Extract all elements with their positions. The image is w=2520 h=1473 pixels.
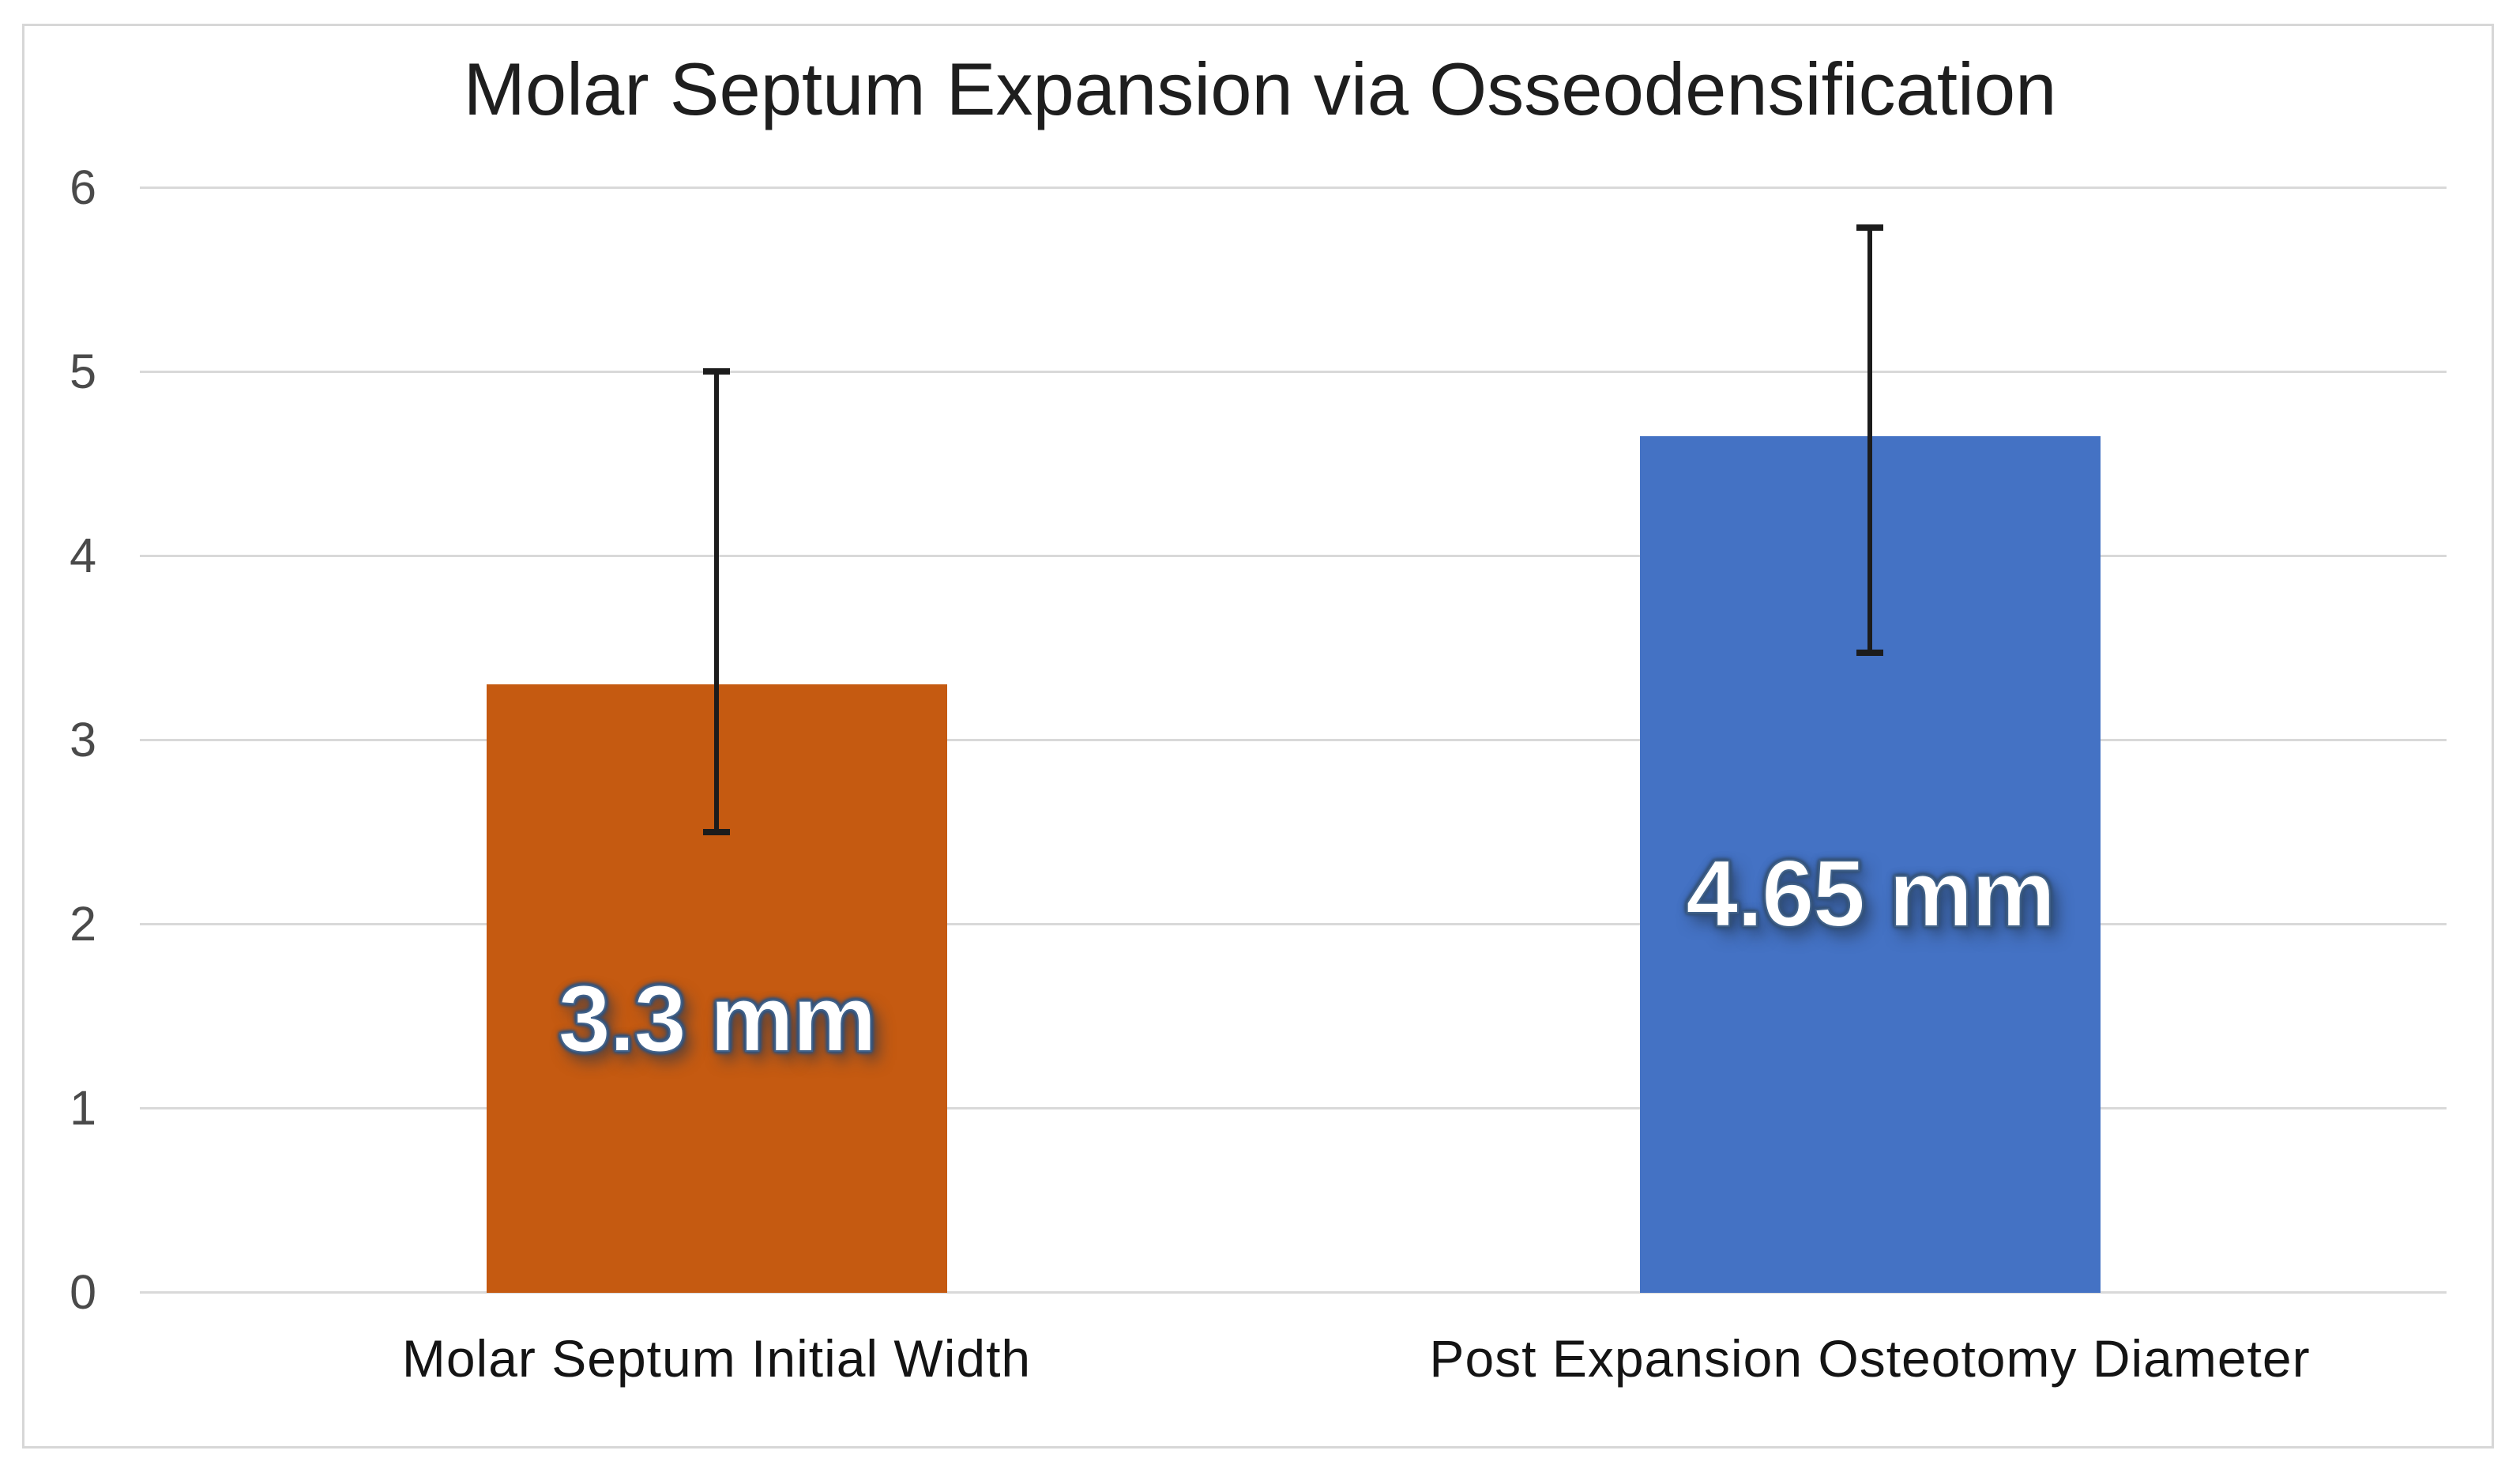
error-bar-bottom-cap bbox=[703, 828, 730, 835]
y-axis-tick-label: 0 bbox=[70, 1265, 96, 1319]
error-bar-top-cap bbox=[1856, 224, 1883, 232]
y-axis-tick-label: 4 bbox=[70, 529, 96, 582]
category-axis-label: Molar Septum Initial Width bbox=[401, 1329, 1032, 1388]
y-gridline bbox=[140, 738, 2447, 741]
error-bar-top-cap bbox=[703, 368, 730, 375]
y-gridline bbox=[140, 370, 2447, 373]
error-bar-line bbox=[714, 371, 719, 832]
y-gridline bbox=[140, 554, 2447, 557]
y-axis-tick-label: 6 bbox=[70, 160, 96, 214]
chart-plot-border bbox=[22, 24, 2494, 1449]
y-gridline bbox=[140, 922, 2447, 925]
y-gridline bbox=[140, 1106, 2447, 1109]
y-axis-tick-label: 2 bbox=[70, 897, 96, 951]
y-axis-tick-label: 1 bbox=[70, 1081, 96, 1135]
y-gridline bbox=[140, 186, 2447, 189]
bar-data-label: 4.65 mm bbox=[1685, 840, 2056, 947]
category-axis-label: Post Expansion Osteotomy Diameter bbox=[1429, 1329, 2311, 1388]
y-axis-tick-label: 5 bbox=[70, 345, 96, 398]
chart-title: Molar Septum Expansion via Osseodensific… bbox=[463, 47, 2057, 130]
y-axis-tick-label: 3 bbox=[70, 713, 96, 767]
bar-data-label: 3.3 mm bbox=[557, 965, 878, 1072]
y-gridline bbox=[140, 1290, 2447, 1294]
error-bar-line bbox=[1867, 228, 1872, 654]
error-bar-bottom-cap bbox=[1856, 650, 1883, 657]
